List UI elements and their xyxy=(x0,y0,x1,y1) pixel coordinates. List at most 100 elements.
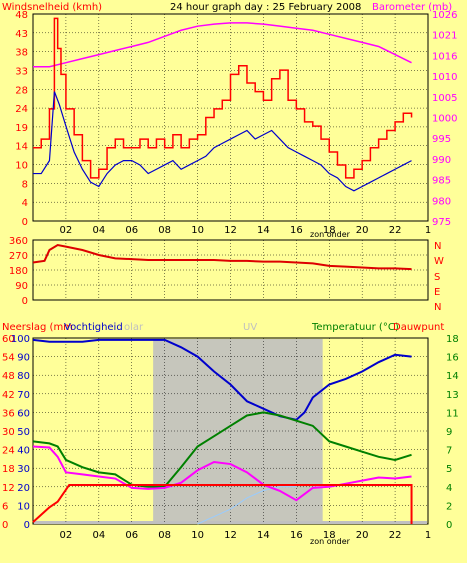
dir-letter-s: S xyxy=(434,272,440,283)
humidity-line xyxy=(32,338,412,421)
wind-xtick-label: 16 xyxy=(290,225,303,236)
solar-axis-label: olar xyxy=(124,322,144,333)
low-xtick-label: 06 xyxy=(125,530,138,541)
barometer-ytick-label: 985 xyxy=(432,176,451,187)
barometer-ytick-label: 1010 xyxy=(432,72,457,83)
barometer-line xyxy=(33,22,412,68)
wind-xtick-label: 20 xyxy=(356,225,369,236)
low-xtick-label: 18 xyxy=(323,530,336,541)
rain-ytick-label: 54 xyxy=(2,353,15,364)
wind-xtick-label: 04 xyxy=(92,225,105,236)
humidity-ytick-label: 50 xyxy=(17,427,30,438)
humidity-ytick-label: 0 xyxy=(24,520,30,531)
wind-ytick-label: 10 xyxy=(15,161,28,172)
temperature-ytick-label: 18 xyxy=(446,334,459,345)
low-xtick-label: 04 xyxy=(92,530,105,541)
barometer-ytick-label: 1016 xyxy=(432,51,457,62)
temperature-ytick-label: 2 xyxy=(446,501,452,512)
barometer-ytick-label: 1000 xyxy=(432,114,457,125)
temperature-ytick-label: 13 xyxy=(446,390,459,401)
rain-ytick-label: 24 xyxy=(2,446,15,457)
dir-letter-e: E xyxy=(434,287,440,298)
low-xtick-label: 08 xyxy=(158,530,171,541)
humidity-ytick-label: 60 xyxy=(17,408,30,419)
wind-ytick-label: 4 xyxy=(22,198,28,209)
low-xtick-label: 02 xyxy=(60,530,73,541)
humidity-ytick-label: 80 xyxy=(17,371,30,382)
barometer-ytick-label: 990 xyxy=(432,155,451,166)
barometer-ytick-label: 1005 xyxy=(432,93,457,104)
rain-ytick-label: 30 xyxy=(2,427,15,438)
temperature-ytick-label: 16 xyxy=(446,353,459,364)
low-xtick-label: 14 xyxy=(257,530,270,541)
chart-title: 24 hour graph day : 25 February 2008 xyxy=(170,2,361,13)
temperature-ytick-label: 9 xyxy=(446,427,452,438)
humidity-ytick-label: 40 xyxy=(17,446,30,457)
dir-letter-n-bottom: N xyxy=(434,302,441,313)
grid-layer xyxy=(33,14,429,524)
barometer-ytick-label: 980 xyxy=(432,196,451,207)
temperature-ytick-label: 0 xyxy=(446,520,452,531)
low-xtick-label: 16 xyxy=(290,530,303,541)
wind-xtick-label: 1 xyxy=(425,225,431,236)
dir-letter-n-top: N xyxy=(434,241,441,252)
low-xtick-label: 20 xyxy=(356,530,369,541)
barometer-ytick-label: 995 xyxy=(432,134,451,145)
low-xtick-label: 22 xyxy=(389,530,402,541)
wind-xtick-label: 02 xyxy=(60,225,73,236)
temperature-ytick-label: 11 xyxy=(446,408,459,419)
wind-xtick-label: 08 xyxy=(158,225,171,236)
wind-ytick-label: 19 xyxy=(15,123,28,134)
dir-ytick-label: 0 xyxy=(22,296,28,307)
humidity-ytick-label: 70 xyxy=(17,390,30,401)
wind-ytick-label: 8 xyxy=(22,179,28,190)
barometer-ytick-label: 1021 xyxy=(432,31,457,42)
low-xtick-label: 12 xyxy=(224,530,237,541)
solar-baseline xyxy=(34,521,427,524)
sunset-label-top: zon onder xyxy=(310,230,351,239)
tick-layer: 0481014192428333843489759809859909951000… xyxy=(2,10,459,541)
wind-ytick-label: 28 xyxy=(15,85,28,96)
wind-average-line xyxy=(33,91,412,192)
dir-letter-w: W xyxy=(434,256,444,267)
rain-ytick-label: 36 xyxy=(2,408,15,419)
uv-line xyxy=(197,486,297,525)
rain-line xyxy=(32,483,413,524)
solar-radiation-area xyxy=(153,339,323,524)
wind-xtick-label: 06 xyxy=(125,225,138,236)
temperature-axis-label: Temperatuur (°C) xyxy=(311,322,399,333)
dir-ytick-label: 90 xyxy=(15,281,28,292)
temperature-line xyxy=(32,411,412,488)
windspeed-axis-label: Windsnelheid (kmh) xyxy=(2,2,102,13)
marks-layer xyxy=(32,17,413,525)
rain-ytick-label: 18 xyxy=(2,464,15,475)
humidity-ytick-label: 100 xyxy=(11,334,30,345)
humidity-ytick-label: 10 xyxy=(17,501,30,512)
barometer-axis-label: Barometer (mb) xyxy=(372,2,452,13)
wind-panel-frame xyxy=(32,13,429,222)
wind-xtick-label: 12 xyxy=(224,225,237,236)
rain-ytick-label: 60 xyxy=(2,334,15,345)
wind-direction-line xyxy=(32,243,412,271)
dewpoint-line xyxy=(32,445,412,502)
dir-ytick-label: 270 xyxy=(9,251,28,262)
low-xtick-label: 1 xyxy=(425,530,431,541)
temperature-ytick-label: 14 xyxy=(446,371,459,382)
wind-ytick-label: 24 xyxy=(15,104,28,115)
low-xtick-label: 10 xyxy=(191,530,204,541)
wind-ytick-label: 14 xyxy=(15,142,28,153)
temperature-ytick-label: 5 xyxy=(446,464,452,475)
wind-ytick-label: 0 xyxy=(22,217,28,228)
wind-ytick-label: 43 xyxy=(15,29,28,40)
rain-ytick-label: 0 xyxy=(2,520,8,531)
wind-xtick-label: 22 xyxy=(389,225,402,236)
uv-axis-label: UV xyxy=(243,322,257,333)
rain-ytick-label: 42 xyxy=(2,390,15,401)
sunset-label-bottom: zon onder xyxy=(310,537,351,546)
humidity-ytick-label: 20 xyxy=(17,483,30,494)
wind-xtick-label: 14 xyxy=(257,225,270,236)
rain-ytick-label: 48 xyxy=(2,371,15,382)
humidity-axis-label: Vochtigheid xyxy=(64,322,123,333)
rain-axis-label: Neerslag (mm xyxy=(2,322,73,333)
